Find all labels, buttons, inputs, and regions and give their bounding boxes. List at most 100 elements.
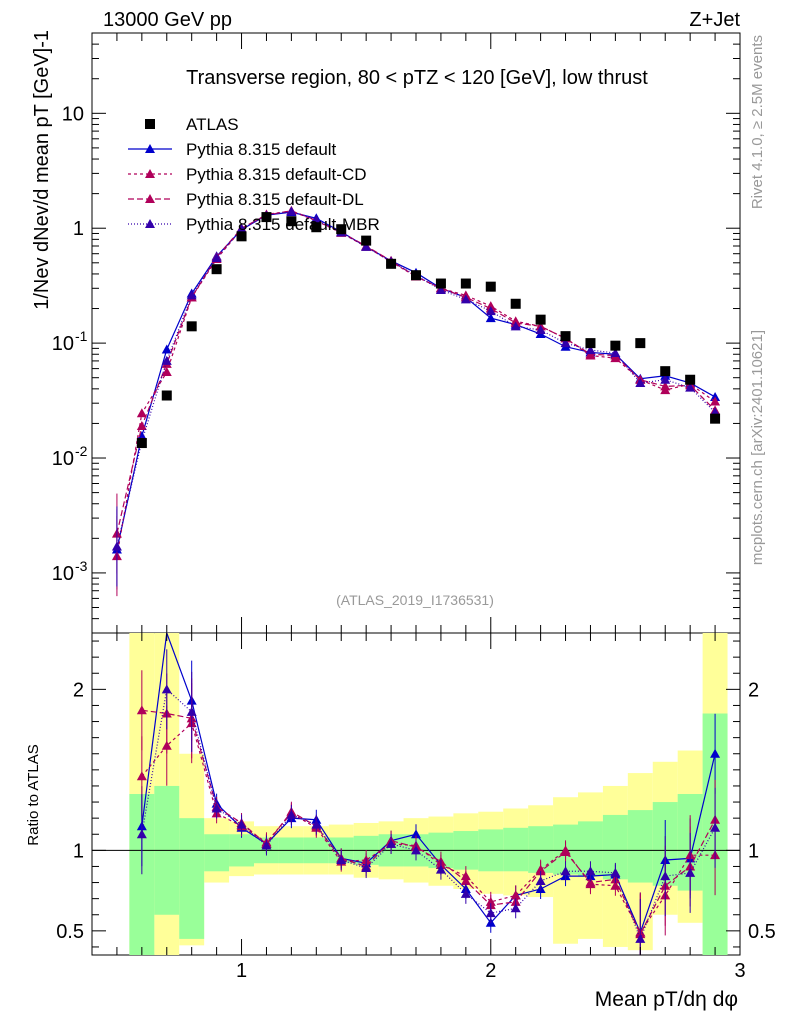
ratio-point-3 [710, 822, 721, 832]
ratio-point-3 [535, 875, 546, 885]
ratio-y-tick-label-right: 2 [748, 679, 759, 701]
ratio-point-0 [411, 829, 421, 839]
atlas-point [161, 390, 172, 401]
series-point-4 [161, 355, 172, 365]
series-point-4 [585, 345, 596, 355]
atlas-point [186, 321, 197, 332]
mcplots-label: mcplots.cern.ch [arXiv:2401.10621] [749, 330, 766, 565]
header-left: 13000 GeV pp [103, 9, 232, 31]
atlas-point [535, 314, 546, 325]
ratio-axis-ticks: 2 2 1 1 0.5 0.5 1 2 3 [56, 633, 776, 982]
atlas-point [211, 264, 222, 275]
series-point-4 [535, 325, 546, 335]
ratio-point-3 [286, 809, 297, 819]
green-band [179, 818, 205, 939]
atlas-point [261, 212, 272, 223]
series-point-4 [286, 206, 297, 216]
series-point-4 [685, 382, 696, 392]
y-tick-exponent: -2 [75, 443, 88, 459]
ratio-y-tick-label: 0.5 [56, 921, 84, 943]
chart-title: Transverse region, 80 < pTZ < 120 [GeV],… [186, 67, 648, 89]
ratio-point-3 [186, 706, 197, 716]
series-point-4 [211, 253, 222, 263]
main-plot-layer [111, 205, 721, 597]
legend: ATLAS Pythia 8.315 default Pythia 8.315 de… [128, 115, 380, 234]
atlas-point [560, 331, 571, 342]
ratio-point-2 [585, 877, 596, 887]
ratio-y-axis-label: Ratio to ATLAS [25, 744, 42, 845]
analysis-id: (ATLAS_2019_I1736531) [336, 592, 494, 608]
ratio-point-3 [386, 838, 397, 848]
legend-marker [145, 144, 155, 153]
ratio-y-tick-label: 2 [73, 679, 84, 701]
ratio-point-3 [336, 855, 347, 865]
series-point-4 [560, 338, 571, 348]
ratio-point-3 [485, 908, 496, 918]
green-band [627, 810, 653, 883]
atlas-point [485, 281, 496, 292]
rivet-label: Rivet 4.1.0, ≥ 2.5M events [749, 35, 766, 209]
ratio-point-3 [236, 819, 247, 829]
y-tick-label: 10 [52, 333, 74, 355]
ratio-point-3 [660, 871, 671, 881]
x-tick-label: 3 [734, 960, 745, 982]
ratio-point-3 [560, 866, 571, 876]
legend-label: Pythia 8.315 default-DL [186, 190, 364, 209]
legend-marker-atlas [145, 119, 155, 129]
series-point-2 [710, 396, 721, 406]
series-point-4 [361, 241, 372, 251]
ratio-point-3 [411, 845, 421, 855]
legend-label: Pythia 8.315 default-CD [186, 165, 367, 184]
green-band [204, 834, 230, 872]
series-point-4 [186, 290, 197, 300]
series-point-4 [236, 223, 247, 233]
atlas-point [610, 340, 621, 351]
series-point-2 [161, 367, 172, 377]
y-tick-exponent: -1 [75, 328, 88, 344]
atlas-point [710, 413, 721, 424]
series-point-4 [610, 348, 621, 358]
series-point-1 [710, 391, 721, 401]
series-point-1 [485, 313, 496, 323]
x-axis-label: Mean pT/dη dφ [595, 988, 738, 1011]
ratio-point-3 [361, 863, 372, 873]
atlas-point [635, 338, 646, 349]
series-point-4 [435, 284, 446, 294]
atlas-point [510, 298, 521, 309]
ratio-y-tick-label-right: 1 [748, 840, 759, 862]
legend-marker [145, 169, 155, 178]
ratio-y-tick-label-right: 0.5 [748, 921, 776, 943]
atlas-point [685, 374, 696, 385]
green-band [503, 827, 529, 872]
atlas-point [336, 224, 347, 235]
ratio-point-3 [685, 867, 696, 877]
header-right: Z+Jet [689, 9, 740, 31]
series-point-2 [136, 408, 147, 418]
atlas-point [386, 258, 397, 269]
series-point-1 [136, 431, 147, 441]
y-tick-label: 10 [62, 103, 84, 125]
atlas-point [311, 222, 322, 233]
ratio-point-2 [560, 846, 571, 856]
ratio-point-3 [510, 903, 521, 913]
ratio-plot-layer [92, 632, 740, 955]
series-point-1 [161, 344, 172, 354]
legend-marker [145, 219, 155, 228]
series-point-3 [136, 420, 147, 430]
y-axis-label: 1/Nev dNev/d mean pT [GeV]-1 [31, 30, 53, 310]
series-point-4 [635, 377, 646, 387]
atlas-point [435, 278, 446, 289]
series-point-3 [660, 381, 671, 391]
x-tick-label: 1 [236, 960, 247, 982]
atlas-point [136, 438, 147, 449]
ratio-point-3 [585, 866, 596, 876]
legend-marker [145, 194, 155, 203]
ratio-point-3 [261, 840, 272, 850]
ratio-point-3 [610, 867, 621, 877]
atlas-point [411, 270, 421, 281]
ratio-point-3 [435, 864, 446, 874]
legend-label: ATLAS [186, 115, 239, 134]
atlas-point [236, 231, 247, 242]
ratio-y-tick-label: 1 [73, 840, 84, 862]
series-point-4 [460, 294, 471, 304]
